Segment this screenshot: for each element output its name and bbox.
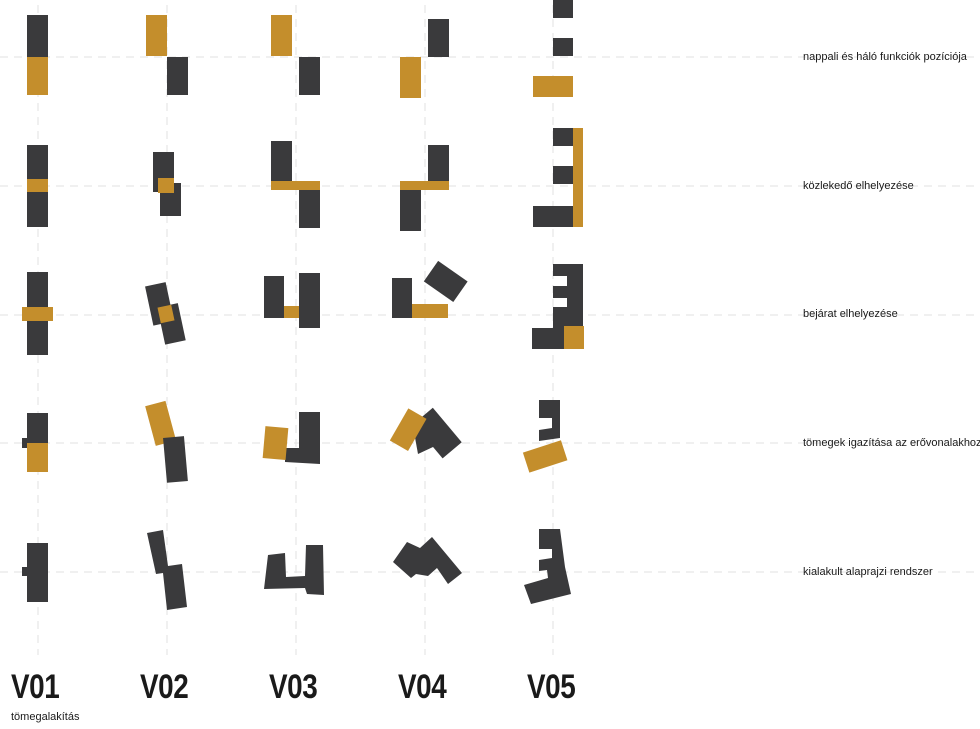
r4-v01-entrance-notch bbox=[22, 438, 27, 448]
r2-v05-dark-block-bottom bbox=[533, 206, 573, 227]
r1-v03-dark-block bbox=[299, 57, 320, 95]
row-label-1: nappali és háló funkciók pozíciója bbox=[803, 51, 967, 63]
row-label-3: bejárat elhelyezése bbox=[803, 308, 898, 320]
r1-v05-dark-block-mid bbox=[553, 38, 573, 56]
r4-v03-dark-mass bbox=[285, 412, 320, 464]
r1-v03-accent-block bbox=[271, 15, 292, 56]
r2-v03-dark-block-bottom bbox=[299, 190, 320, 228]
r4-v05-accent-block bbox=[522, 440, 568, 473]
r3-v05-accent-entrance bbox=[564, 326, 584, 349]
r4-v03-accent-block bbox=[262, 426, 289, 460]
r3-v03-dark-block-left bbox=[264, 276, 284, 318]
row-label-2: közlekedő elhelyezése bbox=[803, 180, 914, 192]
r2-v03-dark-block-top bbox=[271, 141, 292, 181]
r4-v04-dark-block-small bbox=[414, 426, 433, 454]
r4-v04-accent-block bbox=[389, 408, 427, 451]
r5-v02-dark-mass bbox=[147, 530, 187, 610]
r1-v05-accent-block bbox=[533, 76, 573, 97]
r4-v02-dark-block bbox=[163, 436, 188, 483]
r5-v05-dark-mass bbox=[524, 529, 571, 604]
r4-v01-dark-block bbox=[27, 413, 48, 443]
r2-v04-dark-block-bottom bbox=[400, 190, 421, 231]
r1-v01-accent-block bbox=[27, 57, 48, 95]
r4-v01-accent-block bbox=[27, 443, 48, 472]
column-label-v05: V05 bbox=[527, 668, 576, 706]
column-label-v04: V04 bbox=[398, 668, 447, 706]
r2-v03-accent-corridor bbox=[271, 181, 320, 190]
r2-v05-dark-block-top bbox=[553, 128, 573, 146]
r2-v04-dark-block-top bbox=[428, 145, 449, 181]
subtitle: tömegalakítás bbox=[11, 711, 80, 723]
r1-v05-dark-block-top bbox=[553, 0, 573, 18]
r1-v04-dark-block bbox=[428, 19, 449, 57]
r3-v05-dark-mass bbox=[532, 264, 583, 349]
r4-v04-dark-block bbox=[413, 407, 462, 459]
r5-v01-dark-block bbox=[27, 543, 48, 602]
column-label-v02: V02 bbox=[140, 668, 189, 706]
r5-v03-dark-mass bbox=[264, 545, 324, 595]
r2-v04-accent-corridor bbox=[400, 181, 449, 190]
r3-v03-dark-block-right bbox=[299, 273, 320, 328]
r4-v05-dark-mass bbox=[539, 400, 560, 441]
r2-v01-dark-block-top bbox=[27, 145, 48, 181]
r3-v04-dark-block-left bbox=[392, 278, 412, 318]
row-label-5: kialakult alaprajzi rendszer bbox=[803, 566, 933, 578]
r2-v05-dark-block-mid bbox=[553, 166, 573, 184]
r1-v01-dark-block bbox=[27, 15, 48, 57]
row-label-4: tömegek igazítása az erővonalakhoz bbox=[803, 437, 980, 449]
r2-v01-dark-block-bottom bbox=[27, 192, 48, 227]
r5-v01-entrance-notch bbox=[22, 567, 27, 576]
r2-v05-accent-corridor bbox=[573, 128, 583, 227]
massing-shapes bbox=[22, 0, 584, 610]
r3-v02-accent-entrance bbox=[157, 304, 175, 324]
r3-v03-accent-entrance bbox=[284, 306, 299, 318]
r3-v01-accent-entrance bbox=[22, 307, 53, 321]
column-label-v03: V03 bbox=[269, 668, 318, 706]
r4-v02-accent-block bbox=[145, 400, 177, 446]
r2-v02-accent-corridor bbox=[158, 178, 174, 193]
r2-v01-accent-corridor bbox=[27, 179, 48, 192]
r1-v02-dark-block bbox=[167, 57, 188, 95]
r1-v02-accent-block bbox=[146, 15, 167, 56]
column-label-v01: V01 bbox=[11, 668, 60, 706]
r1-v04-accent-block bbox=[400, 57, 421, 98]
guide-lines bbox=[0, 5, 980, 655]
r5-v04-dark-mass bbox=[393, 537, 462, 584]
r3-v04-dark-block-rotated bbox=[423, 260, 468, 302]
r3-v04-accent-entrance bbox=[412, 304, 448, 318]
